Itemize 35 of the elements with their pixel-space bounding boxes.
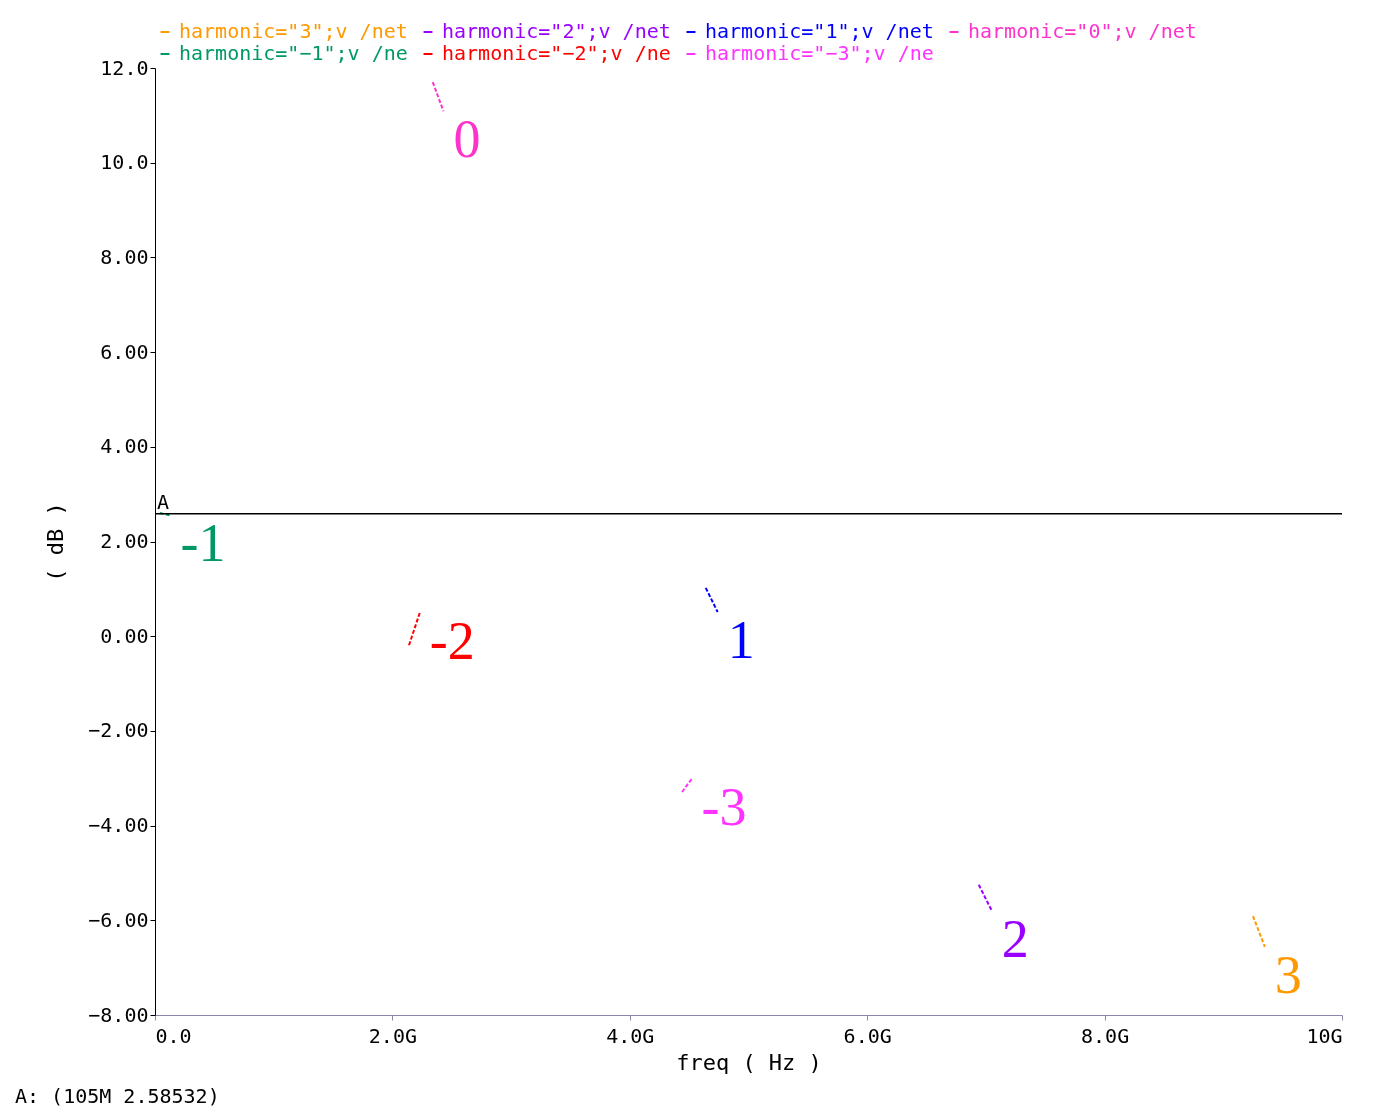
legend-label: harmonic="1";v /net <box>705 19 934 43</box>
y-tick-label: 12.0 <box>100 55 149 80</box>
x-tick-label: 8.0G <box>1081 1023 1130 1048</box>
text: A: (105M 2.58532) <box>15 1084 220 1108</box>
x-tick-label: 0.0 <box>155 1023 192 1048</box>
legend-label: harmonic="−1";v /ne <box>179 41 408 65</box>
x-tick-label: 6.0G <box>843 1023 892 1048</box>
y-tick-label: 10.0 <box>100 150 149 175</box>
y-tick-label: 0.00 <box>100 623 149 648</box>
annotation: -3 <box>701 777 747 838</box>
legend-label: harmonic="0";v /net <box>968 19 1197 43</box>
ref-line-label: A <box>157 489 170 514</box>
y-tick-label: −4.00 <box>88 813 149 838</box>
y-tick-label: −2.00 <box>88 718 149 743</box>
annotation: -1 <box>180 513 226 574</box>
annotation: 3 <box>1274 944 1302 1005</box>
legend-label: harmonic="−2";v /ne <box>442 41 671 65</box>
legend-label: harmonic="2";v /net <box>442 19 671 43</box>
y-tick-label: 6.00 <box>100 339 149 364</box>
annotation: 1 <box>727 610 755 671</box>
y-tick-label: 2.00 <box>100 529 149 553</box>
x-tick-label: 4.0G <box>606 1023 655 1048</box>
y-axis-title: ( dB ) <box>43 502 69 582</box>
y-tick-label: 8.00 <box>100 244 149 269</box>
x-tick-label: 2.0G <box>368 1023 417 1048</box>
legend-label: harmonic="3";v /net <box>179 19 408 43</box>
legend-label: harmonic="−3";v /ne <box>705 41 934 65</box>
x-axis-title: freq ( Hz ) <box>676 1049 822 1075</box>
annotation: -2 <box>429 611 475 671</box>
x-tick-label: 10G <box>1306 1023 1343 1048</box>
annotation: 0 <box>453 109 481 170</box>
annotation: 2 <box>1001 908 1029 969</box>
y-tick-label: −8.00 <box>88 1002 149 1027</box>
y-tick-label: −6.00 <box>88 907 149 932</box>
y-tick-label: 4.00 <box>100 434 149 459</box>
